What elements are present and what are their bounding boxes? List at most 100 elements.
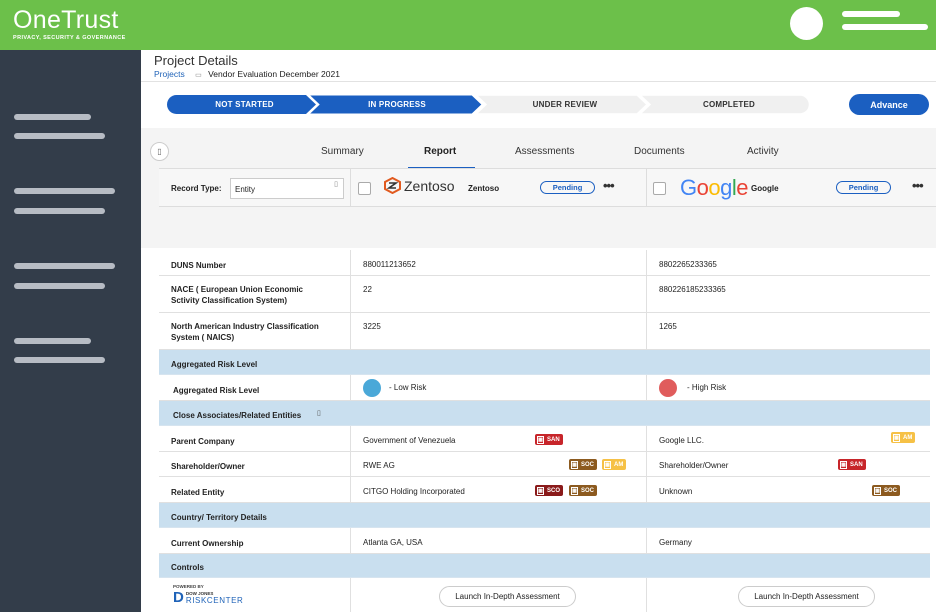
zentoso-logo-text: Zentoso xyxy=(404,177,455,194)
sidebar-item-7[interactable] xyxy=(14,338,91,344)
chevron-down-icon[interactable]: ▯ xyxy=(317,410,321,417)
sidebar-item-3[interactable] xyxy=(14,188,115,194)
row-value-google: 8802265233365 xyxy=(659,260,717,269)
sidebar-item-6[interactable] xyxy=(14,283,105,289)
table-row-controls: POWERED BY D DOW JONES RISKCENTER Launch… xyxy=(159,578,930,612)
step-under-review[interactable]: UNDER REVIEW xyxy=(532,100,598,109)
san-badge[interactable]: ▦ SAN xyxy=(838,459,866,470)
soc-badge[interactable]: ▦ SOC xyxy=(872,485,901,496)
step-completed[interactable]: COMPLETED xyxy=(702,100,756,109)
table-row-aggregated-risk: Aggregated Risk Level - Low Risk - High … xyxy=(159,375,930,401)
step-in-progress[interactable]: IN PROGRESS xyxy=(368,100,426,109)
row-value-zentoso: Government of Venezuela xyxy=(363,436,456,445)
step-not-started[interactable]: NOT STARTED xyxy=(215,100,274,109)
row-label: Related Entity xyxy=(171,488,225,497)
advance-button[interactable]: Advance xyxy=(849,94,929,115)
table-row-naics: North American Industry Classification S… xyxy=(159,313,930,350)
table-row-related-entity: Related Entity CITGO Holding Incorporate… xyxy=(159,477,930,503)
document-icon: ▦ xyxy=(537,486,544,495)
stepper-shapes xyxy=(167,95,810,114)
onetrust-logo[interactable]: OneTrust PRIVACY, SECURITY & GOVERNANCE xyxy=(13,6,126,41)
row-value-google: Unknown xyxy=(659,487,693,496)
row-value-google: Shareholder/Owner xyxy=(659,461,729,470)
step-shape-in-progress xyxy=(308,95,483,114)
sidebar-item-1[interactable] xyxy=(14,114,91,120)
row-value-zentoso: Atlanta GA, USA xyxy=(363,538,423,547)
badge-label: SOC xyxy=(581,487,595,494)
sidebar-item-5[interactable] xyxy=(14,263,115,269)
zentoso-checkbox[interactable] xyxy=(358,182,371,195)
document-icon: ▦ xyxy=(604,460,611,469)
row-label: NACE ( European Union Economic Sctivity … xyxy=(171,285,304,305)
document-icon: ▦ xyxy=(840,460,847,469)
breadcrumb-projects-link[interactable]: Projects xyxy=(154,69,185,79)
am-badge[interactable]: ▦ AM xyxy=(602,459,627,470)
row-label: North American Industry Classification S… xyxy=(171,322,319,342)
row-label: DUNS Number xyxy=(171,261,227,270)
sidebar-item-4[interactable] xyxy=(14,208,105,214)
zentoso-logo: Zentoso xyxy=(384,177,455,194)
tab-report[interactable]: Report xyxy=(424,146,457,157)
row-value-google: Google LLC. xyxy=(659,436,704,445)
menu-icon[interactable] xyxy=(842,11,928,37)
tab-bar: Summary Report Assessments Documents Act… xyxy=(141,146,936,168)
powered-by-label: POWERED BY xyxy=(173,584,204,589)
more-icon[interactable]: ••• xyxy=(912,178,924,193)
main-content: Project Details Projects ▭ Vendor Evalua… xyxy=(141,50,936,612)
san-badge[interactable]: ▦ SAN xyxy=(535,434,563,445)
section-title: Aggregated Risk Level xyxy=(171,360,258,369)
badge-label: AM xyxy=(903,434,913,441)
column-divider xyxy=(350,169,351,207)
header-divider xyxy=(141,81,936,82)
record-type-select[interactable]: Entity ▯ xyxy=(230,178,344,199)
section-header-country: Country/ Territory Details xyxy=(159,503,930,528)
google-checkbox[interactable] xyxy=(653,182,666,195)
sidebar-item-2[interactable] xyxy=(14,133,105,139)
tab-documents[interactable]: Documents xyxy=(634,146,685,157)
status-badge-zentoso[interactable]: Pending xyxy=(540,181,595,194)
calendar-icon: ▯ xyxy=(334,181,338,188)
am-badge[interactable]: ▦ AM xyxy=(891,432,916,443)
table-row-parent-company: Parent Company Government of Venezuela ▦… xyxy=(159,426,930,452)
table-row-shareholder: Shareholder/Owner RWE AG ▦ SOC ▦ AM Shareh… xyxy=(159,452,930,477)
badge-label: SCO xyxy=(547,487,561,494)
document-icon: ▦ xyxy=(874,486,881,495)
launch-assessment-button-google[interactable]: Launch In-Depth Assessment xyxy=(738,586,875,607)
dow-jones-riskcenter-logo: POWERED BY D DOW JONES RISKCENTER xyxy=(173,584,243,605)
status-badge-google[interactable]: Pending xyxy=(836,181,891,194)
row-label: Parent Company xyxy=(171,437,235,446)
zentoso-logo-mark xyxy=(384,177,401,194)
records-header: Record Type: Entity ▯ Zentoso Zentoso Pe… xyxy=(159,168,936,207)
table-row-duns: DUNS Number 880011213652 8802265233365 xyxy=(159,250,930,276)
breadcrumb-current: Vendor Evaluation December 2021 xyxy=(208,69,340,79)
row-value-zentoso: 22 xyxy=(363,285,372,294)
column-divider xyxy=(350,250,351,612)
soc-badge[interactable]: ▦ SOC xyxy=(569,485,598,496)
tab-summary[interactable]: Summary xyxy=(321,146,364,157)
tab-assessments[interactable]: Assessments xyxy=(515,146,575,157)
sidebar-item-8[interactable] xyxy=(14,357,105,363)
section-header-close-associates: Close Associates/Related Entities ▯ xyxy=(159,401,930,426)
section-title: Country/ Territory Details xyxy=(171,513,267,522)
launch-assessment-button-zentoso[interactable]: Launch In-Depth Assessment xyxy=(439,586,576,607)
row-label: Shareholder/Owner xyxy=(171,462,245,471)
tab-activity[interactable]: Activity xyxy=(747,146,779,157)
top-bar: OneTrust PRIVACY, SECURITY & GOVERNANCE xyxy=(0,0,936,50)
soc-badge[interactable]: ▦ SOC xyxy=(569,459,598,470)
low-risk-indicator xyxy=(363,379,381,397)
more-icon[interactable]: ••• xyxy=(603,178,615,193)
column-divider xyxy=(646,169,647,207)
badge-label: SOC xyxy=(581,461,595,468)
dj-logo-mark: D xyxy=(173,589,184,606)
badge-label: AM xyxy=(614,461,624,468)
user-avatar[interactable] xyxy=(790,7,823,40)
record-type-value: Entity xyxy=(235,185,256,194)
collapse-icon[interactable]: ▯ xyxy=(150,142,169,161)
row-value-zentoso: 880011213652 xyxy=(363,260,416,269)
stage-stepper: NOT STARTED IN PROGRESS UNDER REVIEW COM… xyxy=(167,95,810,114)
sco-badge[interactable]: ▦ SCO xyxy=(535,485,564,496)
row-value-zentoso: RWE AG xyxy=(363,461,395,470)
section-header-controls: Controls xyxy=(159,554,930,578)
dj-brand-text: DOW JONES RISKCENTER xyxy=(186,591,244,605)
step-shape-not-started xyxy=(167,95,316,114)
